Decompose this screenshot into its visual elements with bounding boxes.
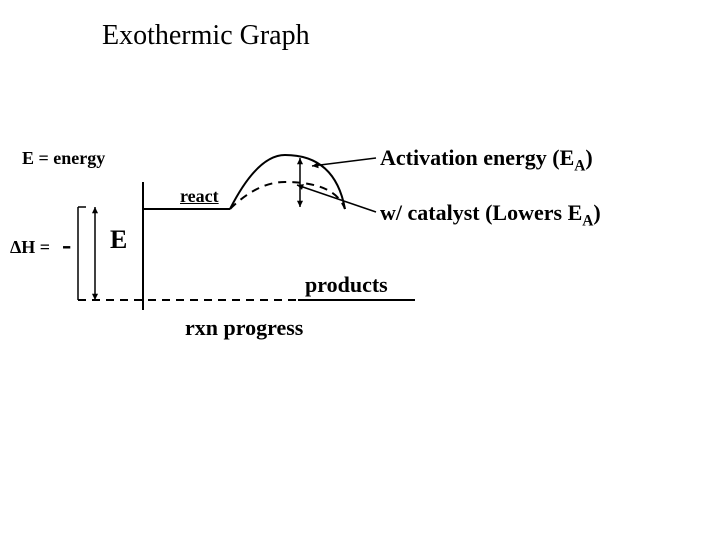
energy-diagram-svg (0, 0, 720, 540)
slide-root: Exothermic Graph E = energy react Activa… (0, 0, 720, 540)
